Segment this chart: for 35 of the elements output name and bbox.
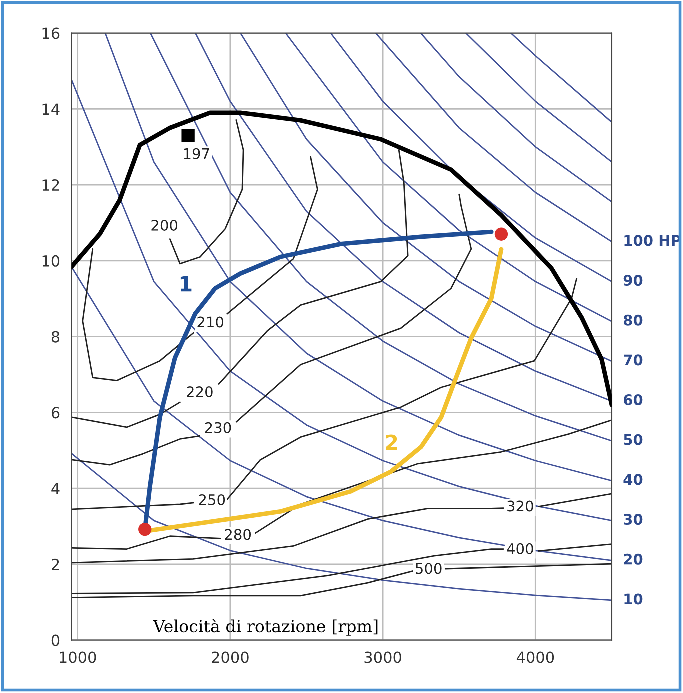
series-label: 320 xyxy=(508,500,534,512)
series-label: 70 xyxy=(624,354,643,366)
series-label: 80 xyxy=(624,314,643,326)
series-label: 2 xyxy=(386,434,398,450)
y-tick-label: 12 xyxy=(42,179,60,191)
series-label: 220 xyxy=(187,386,213,398)
series-label: 20 xyxy=(624,554,643,565)
series-label: 200 xyxy=(152,220,178,232)
series-label: 50 xyxy=(624,434,643,446)
y-tick-label: 2 xyxy=(52,558,60,570)
series-label: 500 xyxy=(416,563,442,574)
x-axis-title: Velocità di rotazione [rpm] xyxy=(153,619,378,636)
y-tick-label: 16 xyxy=(42,28,60,40)
series-label: 197 xyxy=(184,148,210,160)
x-tick-label: 4000 xyxy=(516,652,554,664)
y-tick-label: 10 xyxy=(42,255,60,267)
series-label: 90 xyxy=(624,274,643,286)
series-label: 40 xyxy=(624,474,643,486)
series-label: 280 xyxy=(225,529,252,540)
x-tick-label: 2000 xyxy=(212,652,249,664)
x-tick-label: 1000 xyxy=(60,652,96,664)
y-tick-label: 6 xyxy=(52,407,60,419)
series-label: 1 xyxy=(180,276,192,292)
series-label: 400 xyxy=(507,543,534,554)
series-label: 250 xyxy=(199,494,226,506)
y-tick-label: 0 xyxy=(52,634,60,646)
y-tick-label: 4 xyxy=(52,483,60,494)
series-label: 10 xyxy=(624,594,643,605)
y-tick-label: 14 xyxy=(42,104,60,115)
x-tick-label: 3000 xyxy=(364,652,402,664)
series-label: 230 xyxy=(205,422,232,434)
y-tick-label: 8 xyxy=(52,331,60,343)
series-label: 210 xyxy=(198,316,224,328)
series-label: 30 xyxy=(624,514,643,526)
series-label: 60 xyxy=(624,394,643,406)
